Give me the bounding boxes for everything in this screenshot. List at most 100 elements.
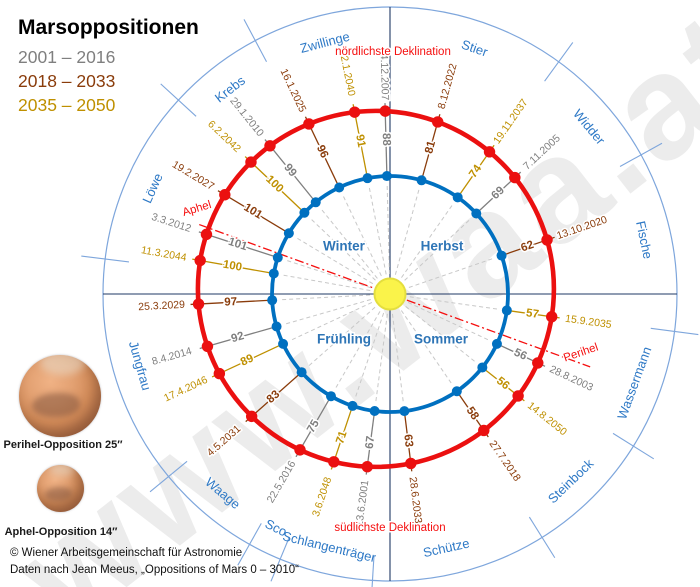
opposition-dot-mars bbox=[379, 105, 391, 117]
opposition-distance-label: 88 bbox=[380, 133, 392, 147]
north-declination-label: nördlichste Deklination bbox=[335, 46, 451, 58]
opposition-date-label: 13.10.2020 bbox=[555, 214, 609, 243]
opposition-dot-mars bbox=[245, 156, 257, 168]
opposition-dot-earth bbox=[268, 268, 279, 279]
opposition-date-label: 29.1.2010 bbox=[227, 95, 266, 139]
opposition-date-label: 2.1.2040 bbox=[338, 55, 358, 98]
opposition-dot-earth bbox=[477, 362, 488, 373]
opposition-dot-mars bbox=[328, 456, 340, 468]
legend-period-1: 2001 – 2016 bbox=[18, 46, 116, 67]
opposition-date-label: 7.11.2005 bbox=[521, 132, 563, 172]
sun-ray bbox=[306, 306, 376, 368]
opposition-dot-mars bbox=[245, 410, 258, 423]
opposition-dot-earth bbox=[283, 228, 294, 239]
opposition-dot-earth bbox=[299, 207, 310, 218]
zodiac-label-steinbock: Steinbock bbox=[545, 455, 597, 506]
opposition-dot-mars bbox=[294, 444, 306, 456]
zodiac-label-wassermann: Wassermann bbox=[614, 345, 654, 422]
opposition-date-label: 19.11.2037 bbox=[491, 97, 531, 146]
opposition-dot-earth bbox=[310, 197, 321, 208]
sun-ray bbox=[283, 299, 371, 326]
opposition-distance-label: 74 bbox=[467, 162, 485, 180]
opposition-dot-earth bbox=[271, 321, 282, 332]
season-label-bottom-left: Frühling bbox=[317, 332, 371, 347]
mars-image-large bbox=[19, 355, 101, 437]
opposition-dot-earth bbox=[272, 252, 283, 263]
footer-credits: © Wiener Arbeitsgemeinschaft für Astrono… bbox=[10, 545, 299, 578]
opposition-distance-label: 96 bbox=[314, 143, 330, 160]
zodiac-label-widder: Widder bbox=[570, 106, 608, 148]
mars-image-small bbox=[37, 465, 84, 512]
sun-ray bbox=[409, 296, 500, 310]
sun-ray bbox=[354, 312, 385, 400]
sun-ray bbox=[368, 184, 387, 275]
aphel-opposition-label: Aphel-Opposition 14″ bbox=[4, 526, 118, 538]
opposition-distance-label: 100 bbox=[222, 259, 243, 274]
opposition-dot-mars bbox=[512, 390, 524, 402]
opposition-dot-mars bbox=[483, 146, 496, 158]
zodiac-boundary-tick bbox=[237, 523, 262, 566]
sun-ray bbox=[294, 236, 374, 285]
zodiac-boundary-tick bbox=[528, 516, 556, 559]
sun-ray bbox=[391, 313, 405, 405]
zodiac-boundary-tick bbox=[81, 255, 130, 263]
opposition-dot-mars bbox=[348, 106, 361, 118]
opposition-dot-mars bbox=[201, 340, 214, 353]
opposition-distance-label: 89 bbox=[239, 352, 256, 368]
opposition-dot-earth bbox=[501, 305, 512, 316]
opposition-distance-label: 67 bbox=[364, 435, 378, 449]
sun-ray bbox=[319, 207, 378, 279]
sun-ray bbox=[405, 306, 478, 364]
opposition-dot-earth bbox=[491, 338, 502, 349]
opposition-dot-earth bbox=[381, 171, 392, 182]
opposition-dot-earth bbox=[326, 391, 336, 402]
sun-ray bbox=[284, 259, 372, 289]
opposition-dot-mars bbox=[192, 298, 205, 310]
sun-ray bbox=[407, 301, 491, 342]
aphel-label: Aphel bbox=[181, 199, 213, 219]
opposition-distance-label: 97 bbox=[224, 296, 237, 309]
opposition-dot-mars bbox=[194, 254, 206, 267]
zodiac-boundary-tick bbox=[650, 327, 699, 336]
opposition-date-label: 4.5.2031 bbox=[205, 423, 244, 459]
opposition-dot-earth bbox=[296, 367, 307, 378]
zodiac-label-jungfrau: Jungfrau bbox=[126, 339, 154, 392]
sun-ray bbox=[401, 202, 455, 278]
opposition-dot-mars bbox=[200, 228, 213, 241]
opposition-dot-mars bbox=[361, 460, 373, 473]
title-block: Marsoppositionen 2001 – 2016 2018 – 2033… bbox=[18, 14, 199, 118]
opposition-date-label: 8.12.2022 bbox=[436, 62, 460, 110]
opposition-distance-label: 56 bbox=[494, 375, 511, 392]
zodiac-boundary-tick bbox=[270, 536, 290, 582]
opposition-dot-mars bbox=[264, 140, 276, 152]
sun-ray bbox=[394, 186, 421, 275]
opposition-dot-earth bbox=[496, 250, 507, 261]
zodiac-boundary-tick bbox=[612, 432, 655, 460]
sun-ray bbox=[334, 311, 381, 391]
season-label-bottom-right: Sommer bbox=[414, 332, 469, 347]
zodiac-boundary-tick bbox=[243, 19, 268, 63]
opposition-date-label: 6.2.2042 bbox=[205, 118, 243, 155]
zodiac-boundary-tick bbox=[371, 556, 375, 587]
opposition-date-label: 11.3.2044 bbox=[140, 244, 187, 264]
opposition-date-label: 15.9.2035 bbox=[564, 313, 612, 331]
mars-orbit-circle bbox=[195, 108, 557, 470]
perihel-label: Perihel bbox=[562, 341, 600, 364]
sun-ray bbox=[386, 183, 390, 275]
zodiac-boundary-tick bbox=[149, 460, 188, 493]
season-label-top-right: Herbst bbox=[421, 239, 464, 254]
south-declination-label: südlichste Deklination bbox=[334, 522, 445, 534]
opposition-date-label: 19.2.2027 bbox=[170, 159, 216, 193]
opposition-dot-mars bbox=[213, 367, 226, 380]
opposition-dot-earth bbox=[471, 208, 482, 219]
sun-ray bbox=[279, 294, 371, 301]
opposition-date-label: 14.8.2050 bbox=[525, 400, 569, 439]
opposition-distance-label: 99 bbox=[281, 162, 298, 179]
opposition-distance-label: 101 bbox=[227, 236, 250, 254]
sun-ray bbox=[400, 310, 454, 386]
opposition-date-label: 25.3.2029 bbox=[138, 299, 185, 313]
opposition-dot-mars bbox=[509, 171, 521, 184]
opposition-dot-earth bbox=[334, 182, 345, 193]
sun-ray bbox=[375, 313, 388, 405]
